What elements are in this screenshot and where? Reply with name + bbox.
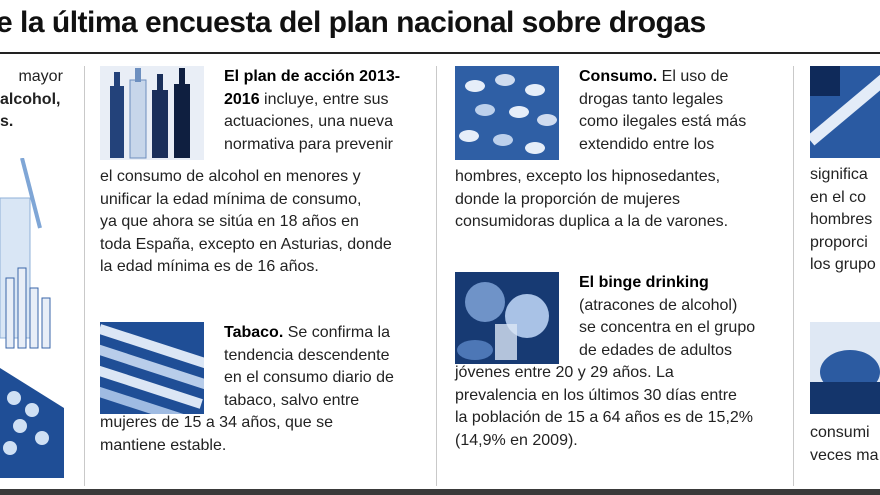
binge-line: (14,9% en 2009). xyxy=(455,431,578,449)
column-divider xyxy=(793,66,794,486)
consumo-article-continued: hombres, excepto los hipnosedantes, dond… xyxy=(455,166,791,234)
column-4-text: significa en el co hombres proporci los … xyxy=(810,164,880,277)
tabaco-article: Tabaco. Se confirma la tendencia descend… xyxy=(224,322,432,412)
tabaco-article-continued: mujeres de 15 a 34 años, que se mantiene… xyxy=(100,412,432,457)
binge-line: la población de 15 a 64 años es de 15,2% xyxy=(455,409,754,427)
tabaco-line: tabaco, salvo entre xyxy=(224,391,360,409)
consumo-article: Consumo. El uso de drogas tanto legales … xyxy=(579,66,789,156)
column-divider xyxy=(436,66,437,486)
column-divider xyxy=(84,66,85,486)
glass-pills-photo-icon xyxy=(0,158,64,478)
plan-line: normativa para prevenir xyxy=(224,135,393,153)
consumo-line: drogas tanto legales xyxy=(579,90,724,108)
col0-line3: s. xyxy=(0,113,14,131)
consumo-line-1: Consumo. El uso de xyxy=(579,68,729,85)
binge-heading: El binge drinking xyxy=(579,274,709,291)
page-title: e la última encuesta del plan nacional s… xyxy=(0,6,706,39)
plan-line: toda España, excepto en Asturias, donde xyxy=(100,235,392,253)
col4-line: los grupo xyxy=(810,256,876,274)
consumo-line: donde la proporción de mujeres xyxy=(455,190,681,208)
col0-line2: alcohol, xyxy=(0,90,61,108)
plan-article-continued: el consumo de alcohol en menores y unifi… xyxy=(100,166,432,279)
tabaco-line: mantiene estable. xyxy=(100,436,227,454)
plan-line: ya que ahora se sitúa en 18 años en xyxy=(100,213,359,231)
plan-heading: El plan de acción 2013- xyxy=(224,68,401,85)
column-0-text: mayor alcohol, s. xyxy=(0,66,80,134)
col0-line1: mayor xyxy=(18,68,63,85)
binge-article-continued: jóvenes entre 20 y 29 años. La prevalenc… xyxy=(455,362,791,452)
plan-line-1: 2016 incluye, entre sus xyxy=(224,90,389,108)
consumo-line: hombres, excepto los hipnosedantes, xyxy=(455,168,721,185)
syringe-photo-icon xyxy=(810,66,880,158)
bottom-rule xyxy=(0,489,880,495)
col4-line: proporci xyxy=(810,233,868,251)
pills-photo-icon xyxy=(455,66,559,160)
tabaco-line: mujeres de 15 a 34 años, que se xyxy=(100,414,334,431)
plan-line: actuaciones, una nueva xyxy=(224,113,394,131)
cigarettes-photo-icon xyxy=(100,322,204,414)
consumo-line: consumidoras duplica a la de varones. xyxy=(455,213,729,231)
plan-line: el consumo de alcohol en menores y xyxy=(100,168,361,185)
consumo-line: como ilegales está más xyxy=(579,113,747,131)
title-rule xyxy=(0,52,880,54)
binge-line: prevalencia en los últimos 30 días entre xyxy=(455,386,737,404)
tabaco-line: en el consumo diario de xyxy=(224,369,394,387)
col4-line: significa xyxy=(810,166,868,183)
consumo-line: extendido entre los xyxy=(579,135,715,153)
col4-line: consumi xyxy=(810,424,870,441)
tabaco-line: tendencia descendente xyxy=(224,346,390,364)
plan-line: la edad mínima es de 16 años. xyxy=(100,258,319,276)
col4-line: en el co xyxy=(810,188,867,206)
binge-line: (atracones de alcohol) xyxy=(579,296,738,314)
bottles-photo-icon xyxy=(100,66,204,160)
col4-line: hombres xyxy=(810,211,873,229)
column-4-text-bottom: consumi veces ma xyxy=(810,422,880,467)
tabaco-line-1: Tabaco. Se confirma la xyxy=(224,324,390,341)
drinking-photo-icon xyxy=(455,272,559,364)
col4-line: veces ma xyxy=(810,446,879,464)
hand-photo-icon xyxy=(810,322,880,414)
binge-article: El binge drinking (atracones de alcohol)… xyxy=(579,272,789,362)
plan-article: El plan de acción 2013- 2016 incluye, en… xyxy=(224,66,432,156)
binge-line: jóvenes entre 20 y 29 años. La xyxy=(455,364,674,381)
binge-line: de edades de adultos xyxy=(579,341,733,359)
plan-line: unificar la edad mínima de consumo, xyxy=(100,190,362,208)
binge-line: se concentra en el grupo xyxy=(579,319,756,337)
